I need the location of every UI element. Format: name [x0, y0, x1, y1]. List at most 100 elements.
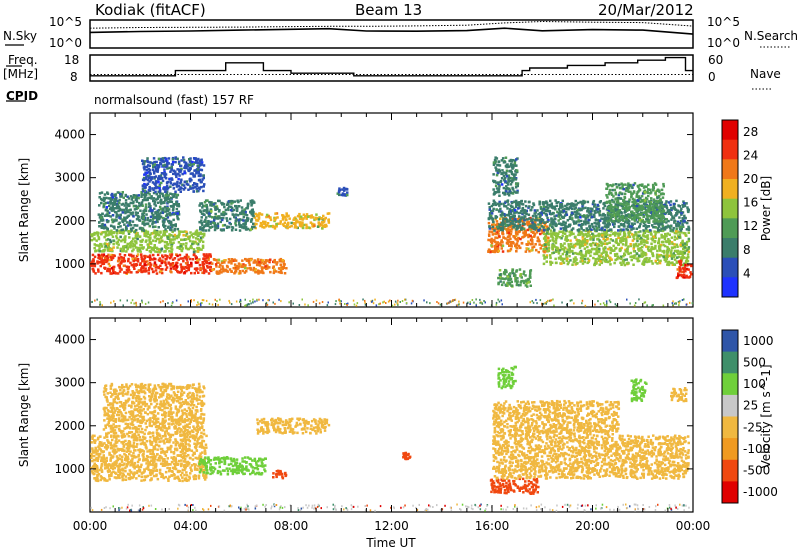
freq-unit-label: [MHz]	[3, 67, 39, 81]
power-colorbar-segment-2	[722, 159, 738, 180]
nave-label: Nave	[750, 67, 781, 81]
heatmap-2-region-3	[141, 156, 206, 194]
power-colorbar-tick-6: 28	[743, 125, 758, 139]
freq-tick-high: 18	[64, 53, 80, 67]
velocity-colorbar-segment-2	[722, 373, 738, 396]
power-colorbar-segment-1	[722, 139, 738, 160]
velocity-colorbar-tick-7: -1000	[743, 485, 778, 499]
xtick-label-1: 04:00	[173, 519, 208, 533]
heatmap-3-region-7	[492, 434, 690, 480]
velocity-colorbar-label: Velocity [m s^-1]	[759, 364, 773, 468]
nsearch-tick-low: 10^0	[707, 36, 740, 50]
xtick-label-0: 00:00	[73, 519, 108, 533]
heatmap-3-region-11	[670, 387, 688, 403]
status-series-1	[89, 20, 694, 29]
date-title: 20/Mar/2012	[598, 1, 694, 19]
velocity-colorbar-tick-5: -100	[743, 442, 770, 456]
heatmap-3-region-5	[402, 451, 412, 461]
xtick-label-6: 00:00	[676, 519, 711, 533]
freq-label: Freq.	[8, 53, 38, 67]
power-colorbar-segment-8	[722, 277, 738, 298]
heatmap-3-region-3	[256, 417, 331, 435]
heatmap-3-region-4	[272, 469, 288, 480]
velocity-colorbar-tick-1: 500	[743, 355, 766, 369]
ytick-label-2-2: 3000	[54, 171, 85, 185]
heatmap-3-near-range	[90, 503, 690, 512]
heatmap-2-region-12	[492, 156, 520, 197]
power-colorbar-segment-0	[722, 120, 738, 141]
ylabel-3: Slant Range [km]	[17, 363, 31, 467]
velocity-colorbar-segment-7	[722, 481, 738, 504]
heatmap-2-region-2	[97, 190, 181, 232]
heatmap-3-region-0	[90, 434, 208, 483]
ytick-label-3-1: 2000	[54, 419, 85, 433]
ytick-label-2-3: 4000	[54, 128, 85, 142]
heatmap-2-regions	[90, 156, 694, 307]
freq-tick-low: 8	[70, 70, 78, 84]
power-colorbar-tick-5: 24	[743, 148, 758, 162]
ytick-label-3-2: 3000	[54, 376, 85, 390]
heatmap-2-region-4	[211, 257, 288, 275]
heatmap-2-region-0	[90, 253, 213, 275]
heatmap-3-region-1	[102, 382, 206, 437]
heatmap-3-region-2	[198, 456, 267, 476]
power-colorbar-tick-0: 4	[743, 266, 751, 280]
velocity-colorbar	[721, 329, 739, 504]
freq-panel-frame	[89, 54, 694, 82]
freq-series-line	[90, 56, 693, 77]
heatmap-2-region-11	[497, 268, 533, 288]
ytick-label-3-0: 1000	[54, 462, 85, 476]
nsearch-label: N.Search	[744, 29, 799, 43]
power-colorbar-tick-1: 8	[743, 243, 751, 257]
power-colorbar	[721, 119, 739, 298]
station-title: Kodiak (fitACF)	[95, 1, 206, 19]
ytick-label-3-3: 4000	[54, 333, 85, 347]
heatmap-2-region-5	[253, 212, 331, 230]
heatmap-2-region-6	[198, 199, 256, 232]
nsearch-tick-high: 10^5	[707, 15, 740, 29]
power-colorbar-tick-2: 12	[743, 219, 758, 233]
heatmap-2-region-9	[542, 229, 691, 267]
ytick-label-2-0: 1000	[54, 257, 85, 271]
velocity-colorbar-segment-1	[722, 351, 738, 374]
nave-tick-high: 60	[708, 53, 724, 67]
xtick-label-4: 16:00	[475, 519, 510, 533]
power-colorbar-segment-7	[722, 257, 738, 278]
velocity-colorbar-tick-4: -25	[743, 420, 763, 434]
status-series-0	[89, 27, 694, 35]
xtick-label-2: 08:00	[274, 519, 309, 533]
heatmap-2-region-7	[336, 186, 349, 197]
nsky-tick-low: 10^0	[49, 36, 82, 50]
power-colorbar-segment-6	[722, 238, 738, 259]
power-colorbar-segment-4	[722, 198, 738, 219]
cpid-label: CPID	[6, 89, 39, 103]
beam-title: Beam 13	[355, 1, 423, 19]
xtick-label-3: 12:00	[374, 519, 409, 533]
nsky-label: N.Sky	[3, 29, 38, 43]
heatmap-2-near-range	[91, 298, 694, 307]
power-colorbar-label: Power [dB]	[759, 176, 773, 241]
heatmap-3-regions	[90, 365, 690, 512]
cpid-value: normalsound (fast) 157 RF	[94, 93, 254, 107]
velocity-colorbar-segment-3	[722, 394, 738, 417]
ytick-label-2-1: 2000	[54, 214, 85, 228]
heatmap-3-region-9	[497, 365, 517, 390]
power-colorbar-segment-3	[722, 179, 738, 200]
power-panel-frame	[89, 112, 694, 308]
velocity-colorbar-tick-0: 1000	[743, 334, 774, 348]
ylabel-2: Slant Range [km]	[17, 158, 31, 262]
velocity-colorbar-tick-3: 25	[743, 399, 758, 413]
velocity-colorbar-segment-6	[722, 459, 738, 482]
status-panel-frame	[89, 19, 694, 49]
velocity-colorbar-tick-6: -500	[743, 464, 770, 478]
power-colorbar-tick-3: 16	[743, 196, 758, 210]
power-colorbar-segment-5	[722, 218, 738, 239]
heatmap-3-region-6	[489, 477, 540, 495]
heatmap-2-region-1	[90, 229, 206, 254]
nave-tick-low: 0	[708, 70, 716, 84]
heatmap-2-region-13	[605, 182, 666, 224]
heatmap-3-region-10	[630, 378, 648, 403]
velocity-colorbar-tick-2: 100	[743, 377, 766, 391]
